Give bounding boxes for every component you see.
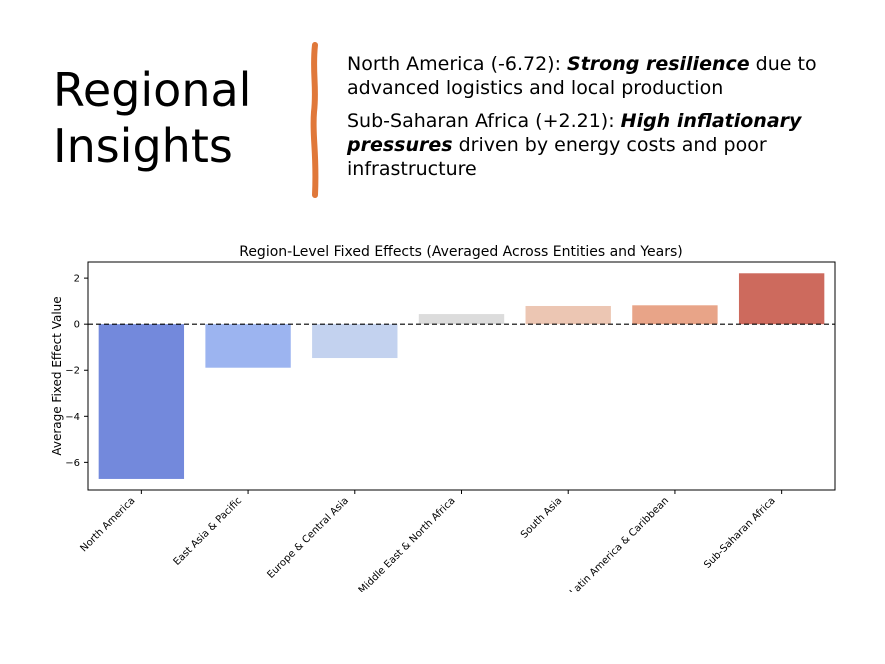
- x-tick-label: Sub-Saharan Africa: [702, 495, 778, 571]
- insight-emphasis: Strong resilience: [567, 53, 750, 75]
- slide-title: Regional Insights: [53, 62, 251, 174]
- bar: [632, 305, 718, 325]
- insight-suffix: due to advanced logistics and local prod…: [347, 53, 817, 99]
- accent-divider-stroke: [310, 42, 319, 198]
- chart-title: Region-Level Fixed Effects (Averaged Acr…: [239, 244, 683, 260]
- y-tick-label: 2: [74, 274, 80, 285]
- y-axis-label: Average Fixed Effect Value: [50, 296, 64, 455]
- insight-suffix: driven by energy costs and poor infrastr…: [347, 134, 767, 180]
- insights-list: North America (-6.72): Strong resilience…: [347, 52, 817, 190]
- insight-north-america: North America (-6.72): Strong resilience…: [347, 52, 817, 100]
- insight-prefix: Sub-Saharan Africa (+2.21):: [347, 110, 621, 132]
- x-tick-label: Europe & Central Asia: [265, 495, 350, 580]
- y-tick-label: −2: [65, 366, 80, 377]
- bar: [98, 324, 185, 479]
- y-tick-label: −6: [65, 458, 80, 469]
- slide-title-line-2: Insights: [53, 119, 233, 173]
- x-tick-label: Middle East & North Africa: [357, 495, 458, 592]
- bar: [418, 314, 505, 325]
- slide-title-line-1: Regional: [53, 63, 252, 117]
- x-tick-label: North America: [79, 495, 138, 554]
- bar: [312, 324, 398, 359]
- insight-emphasis: High inflationary pressures: [347, 110, 802, 156]
- x-tick-label: South Asia: [519, 495, 564, 540]
- insight-prefix: North America (-6.72):: [347, 53, 568, 75]
- region-fixed-effects-chart: Region-Level Fixed Effects (Averaged Acr…: [50, 244, 836, 592]
- bar: [205, 324, 291, 368]
- x-tick-label: Latin America & Caribbean: [568, 495, 671, 592]
- x-tick-label: East Asia & Pacific: [172, 495, 245, 568]
- bar: [525, 305, 611, 325]
- bar: [738, 273, 825, 325]
- y-tick-label: −4: [65, 412, 80, 423]
- y-tick-label: 0: [74, 320, 80, 331]
- insight-sub-saharan-africa: Sub-Saharan Africa (+2.21): High inflati…: [347, 109, 817, 181]
- accent-divider: [310, 42, 319, 198]
- plot-frame: [87, 261, 836, 491]
